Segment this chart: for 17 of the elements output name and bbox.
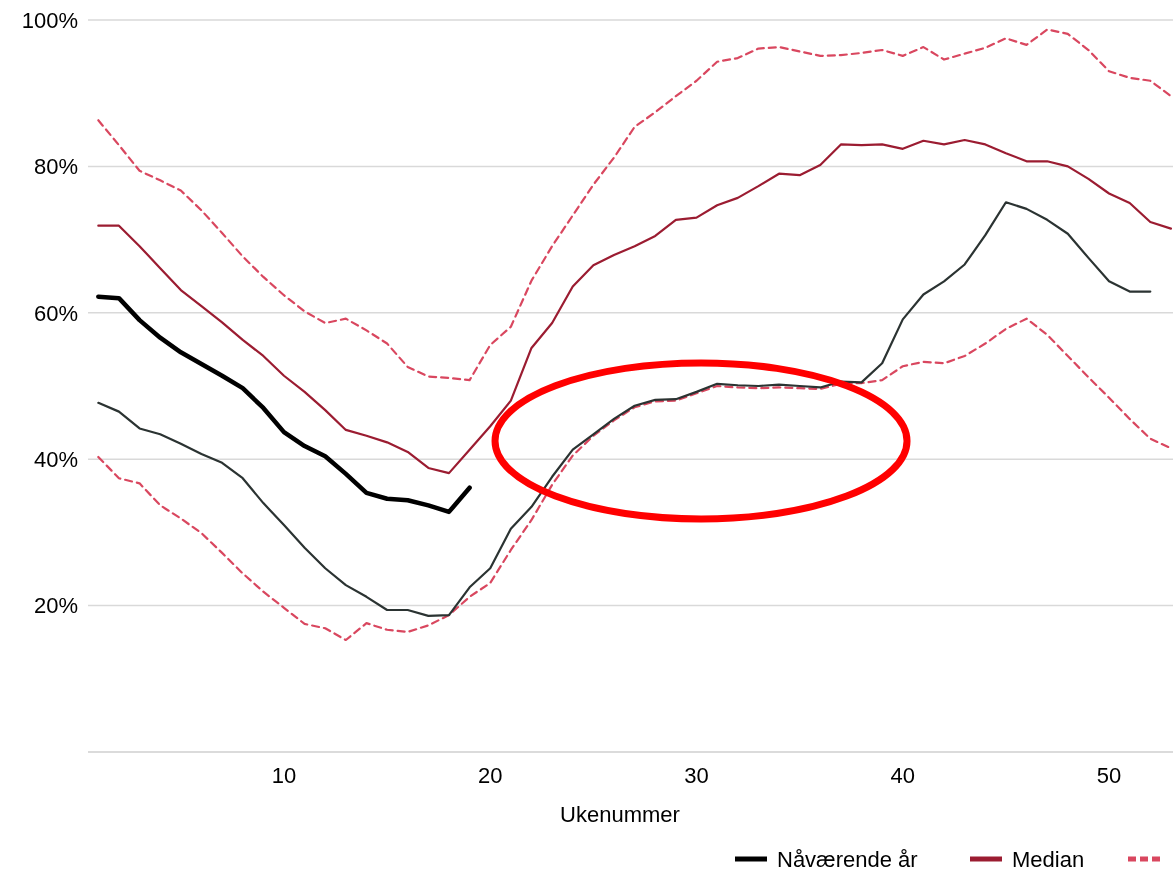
x-tick-label: 20 bbox=[477, 763, 503, 788]
y-tick-label: 60% bbox=[33, 300, 78, 326]
x-tick-label: 50 bbox=[1096, 763, 1122, 788]
y-tick-label: 80% bbox=[33, 154, 78, 180]
line-series bbox=[97, 28, 1173, 382]
legend-label: Nåværende år bbox=[777, 846, 918, 872]
y-tick-label: 100% bbox=[21, 7, 78, 33]
y-tick-label: 40% bbox=[33, 446, 78, 472]
line-series bbox=[97, 201, 1152, 617]
x-tick-label: 30 bbox=[684, 763, 709, 788]
x-axis-title: Ukenummer bbox=[560, 802, 680, 827]
x-tick-label: 10 bbox=[271, 763, 297, 788]
y-tick-label: 20% bbox=[33, 593, 78, 619]
legend-label: Median bbox=[1012, 846, 1085, 872]
line-series bbox=[97, 138, 1173, 475]
x-tick-label: 40 bbox=[890, 763, 916, 788]
line-series bbox=[96, 294, 472, 515]
